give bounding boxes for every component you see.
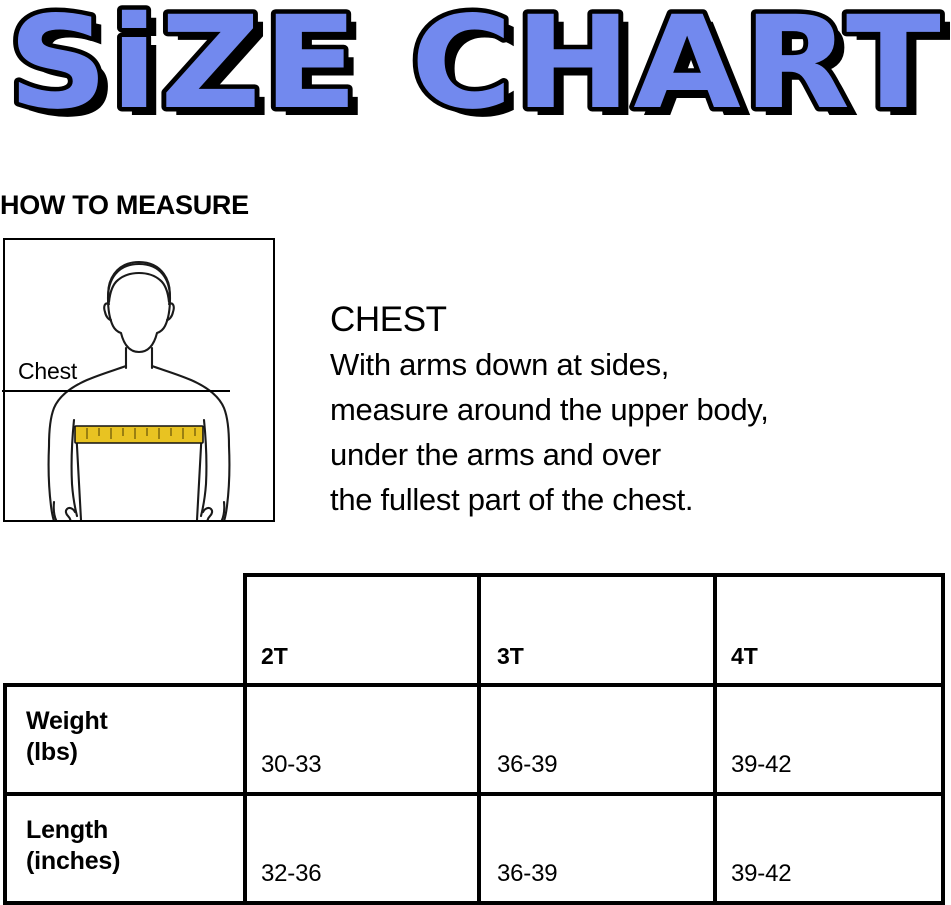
table-cell-weight-3t: 36-39: [497, 751, 558, 778]
table-header-3t: 3T: [497, 643, 524, 669]
table-row-label-length: Length (inches): [26, 815, 120, 877]
chest-description-line-1: With arms down at sides,: [330, 347, 670, 382]
table-row-label-weight-line2: (lbs): [26, 738, 78, 766]
table-border-col1-left: [243, 573, 247, 905]
table-border-header-bottom: [3, 683, 945, 687]
table-border-bottom: [3, 901, 945, 905]
chest-description-heading: CHEST: [330, 300, 447, 339]
table-row-label-length-line2: (inches): [26, 847, 121, 875]
how-to-measure-heading: HOW TO MEASURE: [0, 190, 249, 220]
table-row-label-weight-line1: Weight: [26, 707, 108, 735]
title-text: SiZE CHART: [8, 0, 943, 138]
table-cell-weight-4t: 39-42: [731, 751, 792, 778]
table-border-header-top: [243, 573, 945, 577]
table-header-4t: 4T: [731, 643, 758, 669]
table-border-col3-left: [713, 573, 717, 905]
body-figure-icon: [47, 260, 231, 520]
chest-description-line-4: the fullest part of the chest.: [330, 482, 694, 517]
measurement-illustration-box: [3, 238, 275, 522]
size-table: 2T 3T 4T Weight (lbs) 30-33 36-39 39-42 …: [0, 565, 951, 905]
table-row-label-length-line1: Length: [26, 816, 109, 844]
chest-description-block: CHEST With arms down at sides, measure a…: [330, 298, 951, 522]
table-row-label-weight: Weight (lbs): [26, 706, 108, 768]
size-chart-title-graphic: SiZE CHART SiZE CHART: [3, 0, 951, 146]
table-cell-length-3t: 36-39: [497, 860, 558, 887]
chest-description-line-2: measure around the upper body,: [330, 392, 769, 427]
table-border-row-divider: [3, 792, 945, 796]
page-title-banner: SiZE CHART SiZE CHART: [0, 0, 951, 150]
title-shadow: SiZE CHART: [18, 0, 951, 146]
table-cell-length-4t: 39-42: [731, 860, 792, 887]
table-border-col2-left: [477, 573, 481, 905]
table-cell-length-2t: 32-36: [261, 860, 322, 887]
table-border-left: [3, 683, 7, 905]
table-header-2t: 2T: [261, 643, 288, 669]
table-border-right: [941, 573, 945, 905]
measuring-tape: [74, 425, 204, 444]
chest-description-line-3: under the arms and over: [330, 437, 661, 472]
table-cell-weight-2t: 30-33: [261, 751, 322, 778]
